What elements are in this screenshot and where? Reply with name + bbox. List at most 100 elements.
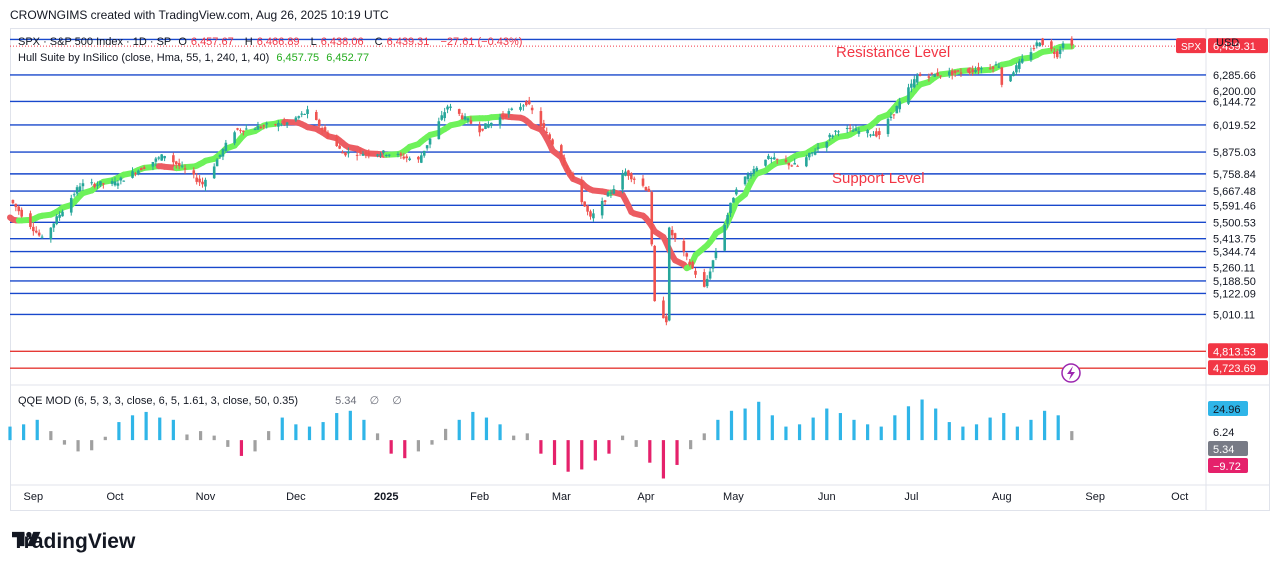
qqe-bar-46 [634, 440, 638, 447]
candle-body-28 [119, 177, 123, 181]
time-axis-label-9: Jun [818, 491, 836, 503]
candle-body-52 [218, 154, 222, 158]
qqe-bar-7 [103, 436, 107, 441]
candle-body-108 [446, 106, 449, 110]
time-axis[interactable]: Sep Oct Nov Dec 2025 Feb Mar Apr May Jun Jul Aug Sep… [24, 491, 1189, 503]
candle-body-125 [519, 106, 522, 110]
price-axis-label-2: 6,144.72 [1213, 96, 1256, 108]
qqe-bar-32 [444, 428, 448, 441]
candle-body-8 [37, 232, 41, 236]
candle-body-129 [530, 107, 534, 111]
qqe-bar-73 [1002, 413, 1006, 441]
price-axis-label-12: 5,188.50 [1213, 276, 1256, 288]
candle-body-124 [510, 108, 514, 110]
qqe-bar-66 [906, 406, 911, 441]
candle-body-12 [55, 216, 58, 225]
candle-body-248 [1018, 61, 1021, 69]
qqe-value: 5.34 [335, 395, 357, 407]
candle-body-167 [688, 261, 691, 265]
red-level-tag-text-0: 4,813.53 [1213, 346, 1256, 358]
candle-body-212 [872, 134, 875, 136]
candle-body-57 [239, 130, 242, 132]
candle-body-245 [1009, 75, 1012, 82]
resistance-annotation: Resistance Level [836, 44, 951, 61]
candle-body-119 [490, 122, 493, 126]
lightning-icon[interactable] [1061, 363, 1081, 383]
candle-body-169 [694, 270, 697, 275]
qqe-bar-14 [198, 431, 203, 441]
candle-body-136 [562, 157, 566, 166]
candle-body-209 [857, 130, 861, 134]
candle-body-102 [422, 150, 426, 156]
candle-body-87 [361, 154, 365, 156]
candle-body-109 [449, 106, 452, 108]
candle-body-26 [113, 181, 117, 186]
candle-body-2 [14, 203, 18, 208]
qqe-legend[interactable]: QQE MOD (6, 5, 3, 3, close, 6, 5, 1.61, … [18, 394, 406, 407]
candle-body-70 [294, 117, 298, 121]
qqe-bar-38 [525, 433, 529, 441]
qqe-name[interactable]: QQE MOD (6, 5, 3, 3, close, 6, 5, 1.61, … [18, 395, 299, 407]
candle-body-27 [116, 183, 120, 186]
candles-group [11, 36, 1074, 326]
candle-body-180 [743, 176, 747, 185]
candle-body-218 [895, 105, 899, 114]
candle-body-121 [501, 115, 505, 118]
candle-body-46 [195, 177, 198, 182]
qqe-bar-57 [784, 426, 788, 441]
time-axis-label-8: May [723, 491, 744, 503]
candle-body-31 [134, 173, 137, 175]
candle-body-23 [99, 181, 102, 186]
candle-body-213 [875, 131, 878, 137]
qqe-axis-tag-bg-2 [1208, 441, 1248, 456]
candle-body-153 [630, 173, 633, 180]
candle-body-197 [810, 152, 814, 154]
candle-body-191 [787, 162, 791, 166]
price-axis-label-14: 5,010.11 [1213, 309, 1255, 321]
candle-body-9 [40, 236, 44, 238]
candle-body-185 [764, 159, 767, 166]
hull-name[interactable]: Hull Suite by InSilico (close, Hma, 55, … [18, 52, 270, 64]
qqe-bar-69 [947, 422, 951, 441]
qqe-bar-78 [1070, 431, 1074, 441]
qqe-bar-75 [1029, 419, 1033, 441]
symbol-name[interactable]: SPX · S&P 500 Index · 1D · SP [18, 36, 172, 48]
qqe-bar-74 [1015, 426, 1019, 441]
qqe-bar-71 [974, 424, 979, 441]
qqe-bar-55 [757, 401, 761, 441]
open-label: O 6,457.67 [178, 36, 234, 48]
candle-body-151 [624, 171, 627, 176]
candle-body-204 [837, 131, 840, 133]
low-label: L 6,438.06 [310, 36, 364, 48]
price-axis[interactable]: 6,285.66 6,200.006,144.72 6,019.52 5,875.03… [1176, 38, 1268, 376]
candle-body-200 [825, 141, 829, 148]
candle-body-104 [428, 138, 432, 145]
candle-body-198 [813, 151, 817, 155]
candle-body-137 [565, 165, 569, 172]
qqe-bar-15 [212, 435, 216, 441]
qqe-bar-1 [22, 424, 26, 441]
qqe-bar-54 [743, 408, 747, 441]
candle-body-161 [665, 316, 668, 323]
qqe-na-1: ∅ [369, 395, 380, 407]
currency-label[interactable]: USD [1216, 37, 1240, 49]
candle-body-171 [705, 278, 709, 287]
qqe-bar-68 [934, 408, 938, 441]
candle-body-76 [317, 119, 321, 127]
hull-legend[interactable]: Hull Suite by InSilico (close, Hma, 55, … [18, 52, 373, 64]
qqe-bar-4 [62, 440, 67, 445]
candle-body-89 [367, 152, 371, 156]
candle-body-99 [408, 158, 411, 160]
candle-body-118 [487, 124, 490, 128]
candle-body-203 [834, 130, 837, 132]
candle-body-135 [560, 145, 563, 159]
candle-body-227 [933, 73, 937, 77]
candle-body-168 [691, 261, 694, 269]
candle-body-18 [78, 186, 82, 191]
qqe-bar-43 [593, 440, 597, 461]
symbol-legend[interactable]: SPX · S&P 500 Index · 1D · SP O 6,457.67 … [18, 36, 526, 48]
candle-body-190 [784, 159, 788, 162]
hull-value-2: 6,452.77 [326, 52, 370, 64]
candle-body-123 [507, 111, 511, 115]
